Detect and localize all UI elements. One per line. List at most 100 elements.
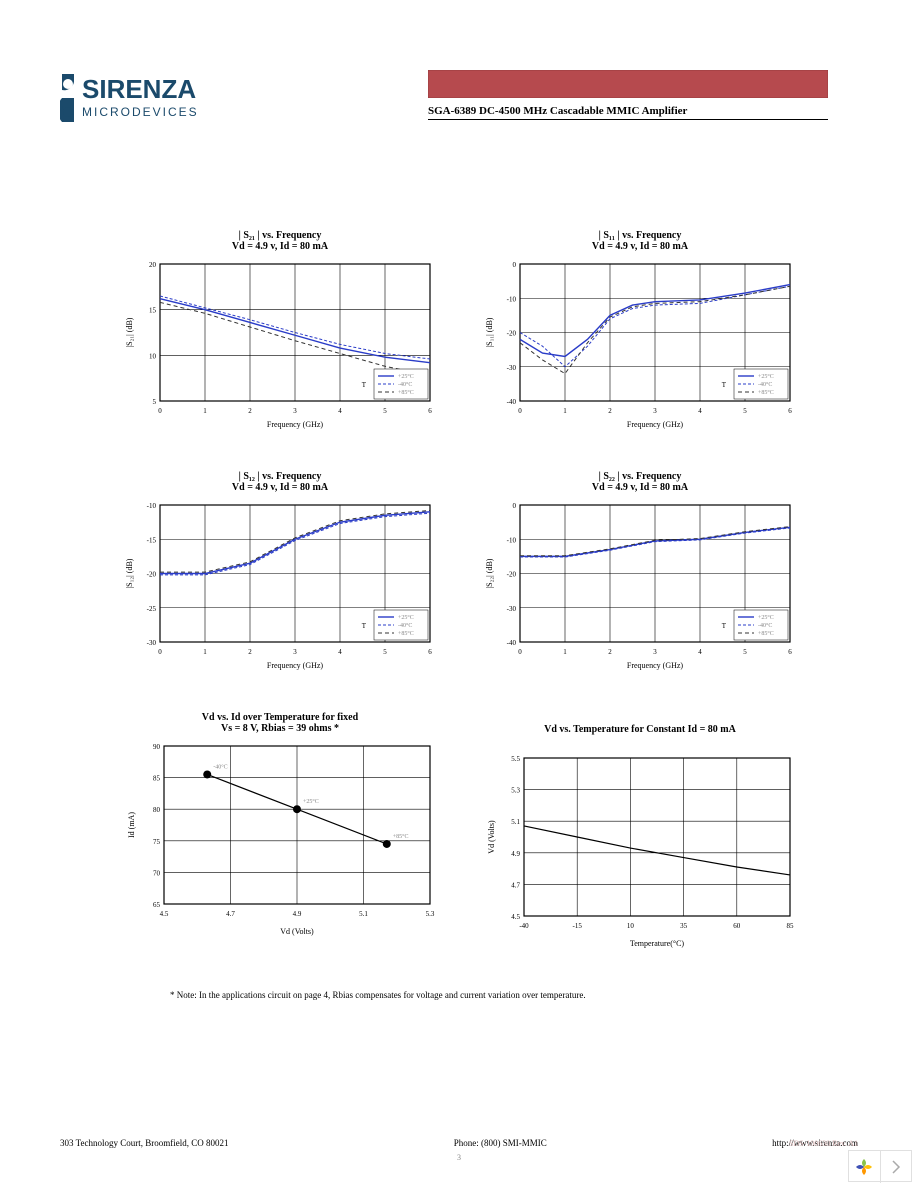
svg-text:3: 3	[653, 407, 657, 415]
svg-text:90: 90	[153, 743, 161, 751]
svg-text:-15: -15	[573, 922, 583, 930]
svg-text:Frequency (GHz): Frequency (GHz)	[627, 420, 684, 429]
svg-text:-20: -20	[507, 330, 517, 338]
svg-text:-40°C: -40°C	[758, 622, 772, 629]
svg-text:+85°C: +85°C	[758, 630, 774, 637]
svg-text:60: 60	[733, 922, 741, 930]
svg-text:0: 0	[518, 648, 522, 656]
chart-subtitle: Vd = 4.9 v, Id = 80 mA	[120, 241, 440, 252]
svg-text:|S₁₁| (dB): |S₁₁| (dB)	[485, 317, 494, 347]
chart-row-1: | S₂₁ | vs. Frequency Vd = 4.9 v, Id = 8…	[120, 230, 840, 436]
svg-text:Frequency (GHz): Frequency (GHz)	[627, 661, 684, 670]
svg-text:-30: -30	[507, 364, 517, 372]
svg-text:-10: -10	[507, 536, 517, 544]
svg-text:5: 5	[743, 407, 747, 415]
svg-text:Frequency (GHz): Frequency (GHz)	[267, 661, 324, 670]
svg-text:5.1: 5.1	[359, 910, 368, 918]
svg-text:-40: -40	[507, 398, 517, 406]
chart-subtitle: Vs = 8 V, Rbias = 39 ohms *	[120, 723, 440, 734]
chart-subtitle: Vd = 4.9 v, Id = 80 mA	[480, 241, 800, 252]
svg-text:+25°C: +25°C	[398, 614, 414, 621]
svg-text:75: 75	[153, 838, 161, 846]
svg-text:1: 1	[203, 407, 207, 415]
chart-vd-id: Vd vs. Id over Temperature for fixed Vs …	[120, 712, 440, 955]
header-red-bar	[428, 70, 828, 98]
chart-subtitle: Vd = 4.9 v, Id = 80 mA	[120, 482, 440, 493]
svg-text:70: 70	[153, 869, 161, 877]
footer-address: 303 Technology Court, Broomfield, CO 800…	[60, 1138, 228, 1148]
svg-text:15: 15	[149, 307, 157, 315]
chevron-right-icon	[891, 1160, 901, 1174]
chart-title: | S₁₁ | vs. Frequency	[480, 230, 800, 241]
svg-text:5: 5	[153, 398, 157, 406]
svg-text:4.9: 4.9	[293, 910, 302, 918]
svg-text:3: 3	[293, 648, 297, 656]
svg-text:0: 0	[513, 261, 517, 269]
viewer-logo-icon[interactable]	[849, 1151, 880, 1183]
chart-svg-s22: 0123456-40-30-20-100Frequency (GHz)|S₂₂|…	[480, 497, 800, 672]
svg-text:4.7: 4.7	[511, 881, 520, 889]
svg-text:Frequency (GHz): Frequency (GHz)	[267, 420, 324, 429]
svg-text:10: 10	[627, 922, 635, 930]
chart-s21: | S₂₁ | vs. Frequency Vd = 4.9 v, Id = 8…	[120, 230, 440, 436]
svg-text:-25: -25	[147, 605, 157, 613]
svg-text:4: 4	[698, 407, 702, 415]
svg-text:2: 2	[608, 407, 612, 415]
logo-text-bottom: MICRODEVICES	[82, 105, 199, 119]
svg-text:80: 80	[153, 806, 161, 814]
svg-text:-40°C: -40°C	[398, 622, 412, 629]
svg-text:0: 0	[518, 407, 522, 415]
svg-text:-30: -30	[507, 605, 517, 613]
svg-text:+25°C: +25°C	[398, 373, 414, 380]
svg-text:10: 10	[149, 352, 157, 360]
svg-text:1: 1	[563, 648, 567, 656]
svg-text:0: 0	[513, 502, 517, 510]
svg-text:+25°C: +25°C	[758, 614, 774, 621]
product-subtitle: SGA-6389 DC-4500 MHz Cascadable MMIC Amp…	[428, 105, 828, 120]
svg-text:5: 5	[743, 648, 747, 656]
svg-text:6: 6	[788, 407, 792, 415]
svg-text:-20: -20	[507, 571, 517, 579]
svg-text:T: T	[722, 381, 727, 389]
chart-title: | S₁₂ | vs. Frequency	[120, 471, 440, 482]
svg-text:4.7: 4.7	[226, 910, 235, 918]
chart-svg-vdid: 4.54.74.95.15.3657075808590-40°C+25°C+85…	[120, 738, 440, 938]
svg-text:6: 6	[428, 407, 432, 415]
svg-text:-20: -20	[147, 571, 157, 579]
svg-text:2: 2	[608, 648, 612, 656]
svg-text:4: 4	[338, 407, 342, 415]
svg-text:6: 6	[788, 648, 792, 656]
chart-svg-vdtemp: -40-15103560854.54.74.95.15.35.5Temperat…	[480, 750, 800, 950]
svg-text:0: 0	[158, 648, 162, 656]
svg-text:+85°C: +85°C	[398, 389, 414, 396]
svg-text:4: 4	[338, 648, 342, 656]
svg-text:4: 4	[698, 648, 702, 656]
svg-text:85: 85	[153, 775, 161, 783]
chart-row-3: Vd vs. Id over Temperature for fixed Vs …	[120, 712, 840, 955]
svg-text:|S₂₁| (dB): |S₂₁| (dB)	[125, 317, 134, 347]
svg-text:-40: -40	[519, 922, 529, 930]
svg-text:5.1: 5.1	[511, 818, 520, 826]
logo-text-top: SIRENZA	[82, 74, 196, 104]
chart-vd-temp: Vd vs. Temperature for Constant Id = 80 …	[480, 712, 800, 955]
svg-text:4.5: 4.5	[511, 913, 520, 921]
page-number: 3	[457, 1153, 461, 1162]
doc-revision: SDS-100630 Rev. A1	[789, 1139, 858, 1148]
logo-svg: SIRENZA MICRODEVICES	[60, 70, 260, 134]
svg-text:0: 0	[158, 407, 162, 415]
svg-text:35: 35	[680, 922, 688, 930]
svg-text:|S₂₂| (dB): |S₂₂| (dB)	[485, 558, 494, 588]
svg-text:+25°C: +25°C	[758, 373, 774, 380]
viewer-nav-widget[interactable]	[848, 1150, 912, 1182]
svg-text:+25°C: +25°C	[303, 798, 319, 805]
svg-text:+85°C: +85°C	[393, 833, 409, 840]
chart-svg-s21: 01234565101520Frequency (GHz)|S₂₁| (dB)T…	[120, 256, 440, 431]
svg-text:85: 85	[787, 922, 795, 930]
chart-s12: | S₁₂ | vs. Frequency Vd = 4.9 v, Id = 8…	[120, 471, 440, 677]
page-header: SIRENZA MICRODEVICES SGA-6389 DC-4500 MH…	[60, 70, 858, 140]
svg-text:T: T	[362, 622, 367, 630]
chart-title: | S₂₂ | vs. Frequency	[480, 471, 800, 482]
svg-text:2: 2	[248, 407, 252, 415]
charts-grid: | S₂₁ | vs. Frequency Vd = 4.9 v, Id = 8…	[120, 230, 840, 1000]
next-page-button[interactable]	[880, 1151, 911, 1183]
